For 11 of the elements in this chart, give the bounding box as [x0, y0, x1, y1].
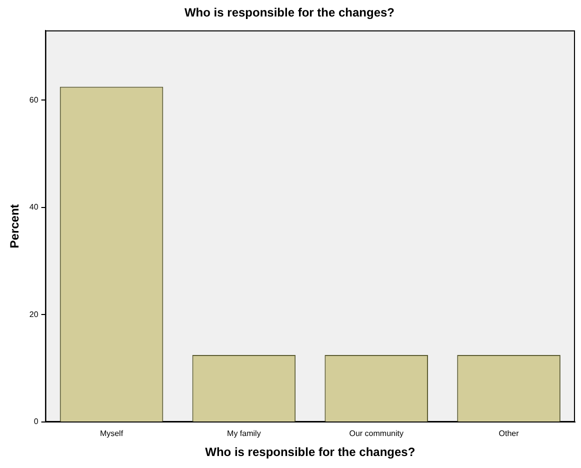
x-axis-title: Who is responsible for the changes?	[205, 445, 416, 460]
x-tick-label: My family	[227, 429, 261, 438]
y-tick-label: 60	[29, 95, 39, 104]
y-tick-label: 40	[29, 202, 39, 212]
x-tick-label: Our community	[349, 429, 404, 438]
x-tick-label: Myself	[100, 429, 124, 438]
y-tick-label: 0	[34, 417, 39, 426]
x-tick-label: Other	[498, 429, 520, 438]
y-tick-label: 20	[29, 310, 39, 319]
y-axis-title: Percent	[8, 204, 22, 248]
chart-title: Who is responsible for the changes?	[184, 6, 395, 20]
